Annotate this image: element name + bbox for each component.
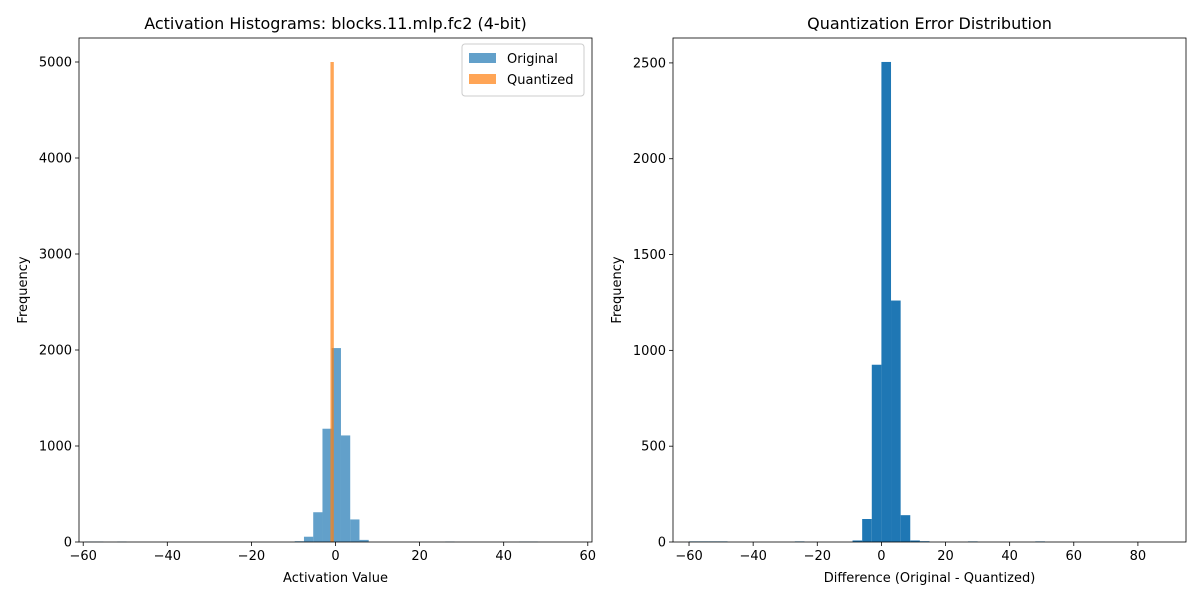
x-tick-label: 60 — [1066, 549, 1083, 564]
legend-entry-label: Quantized — [507, 73, 573, 88]
histogram-bar — [852, 540, 863, 542]
x-tick-label: 0 — [877, 549, 885, 564]
histogram-bar — [331, 348, 341, 542]
x-tick-label: −40 — [739, 549, 766, 564]
histogram-bar — [359, 539, 369, 542]
x-tick-label: 60 — [580, 549, 597, 564]
x-tick-label: 20 — [411, 549, 428, 564]
y-tick-label: 2000 — [633, 152, 666, 167]
histogram-bar — [330, 62, 334, 542]
legend-swatch — [469, 53, 496, 63]
series-quantized — [330, 62, 334, 542]
x-tick-label: −40 — [154, 549, 181, 564]
histogram-bar — [313, 512, 323, 542]
x-axis-label: Activation Value — [283, 571, 388, 586]
x-tick-label: 40 — [495, 549, 512, 564]
x-axis-label: Difference (Original - Quantized) — [824, 571, 1036, 586]
y-tick-label: 500 — [641, 440, 666, 455]
y-tick-label: 1500 — [633, 248, 666, 263]
chart-title: Quantization Error Distribution — [807, 14, 1052, 33]
y-tick-label: 2000 — [39, 344, 72, 359]
histogram-bar — [910, 540, 920, 542]
legend-swatch — [469, 74, 496, 84]
histogram-bar — [322, 428, 332, 542]
histogram-bar — [891, 300, 901, 542]
histogram-bar — [862, 519, 872, 542]
y-tick-label: 2500 — [633, 56, 666, 71]
histogram-bar — [350, 519, 360, 542]
y-tick-label: 1000 — [633, 344, 666, 359]
y-tick-label: 5000 — [39, 56, 72, 71]
legend: Original Quantized — [461, 43, 585, 97]
chart-panel-2: −60 −40 −20 0 20 40 60 80 0 500 1000 1500 2000 2500 Qu… — [610, 14, 1187, 586]
histogram-bar — [871, 364, 882, 542]
x-tick-label: −20 — [804, 549, 831, 564]
axes-frame — [672, 37, 1187, 543]
y-tick-label: 0 — [64, 536, 72, 551]
histogram-bar — [303, 536, 314, 542]
x-tick-label: −60 — [69, 549, 96, 564]
chart-panel-1: −60 −40 −20 0 20 40 60 0 1000 2000 3000 4000 5000 Act… — [16, 14, 596, 586]
x-tick-label: 20 — [937, 549, 954, 564]
x-tick-label: −60 — [675, 549, 702, 564]
y-tick-label: 4000 — [39, 152, 72, 167]
x-tick-label: 40 — [1001, 549, 1018, 564]
histogram-bar — [900, 515, 911, 542]
y-axis-label: Frequency — [610, 256, 625, 323]
y-axis-label: Frequency — [16, 256, 31, 323]
histogram-bar — [340, 435, 351, 542]
y-tick-label: 0 — [658, 536, 666, 551]
x-tick-label: −20 — [238, 549, 265, 564]
legend-entry-label: Original — [507, 52, 558, 67]
x-tick-label: 80 — [1130, 549, 1147, 564]
x-tick-label: 0 — [331, 549, 339, 564]
y-tick-label: 3000 — [39, 248, 72, 263]
y-tick-label: 1000 — [39, 440, 72, 455]
histogram-bar — [881, 61, 892, 542]
chart-title: Activation Histograms: blocks.11.mlp.fc2… — [144, 14, 527, 33]
